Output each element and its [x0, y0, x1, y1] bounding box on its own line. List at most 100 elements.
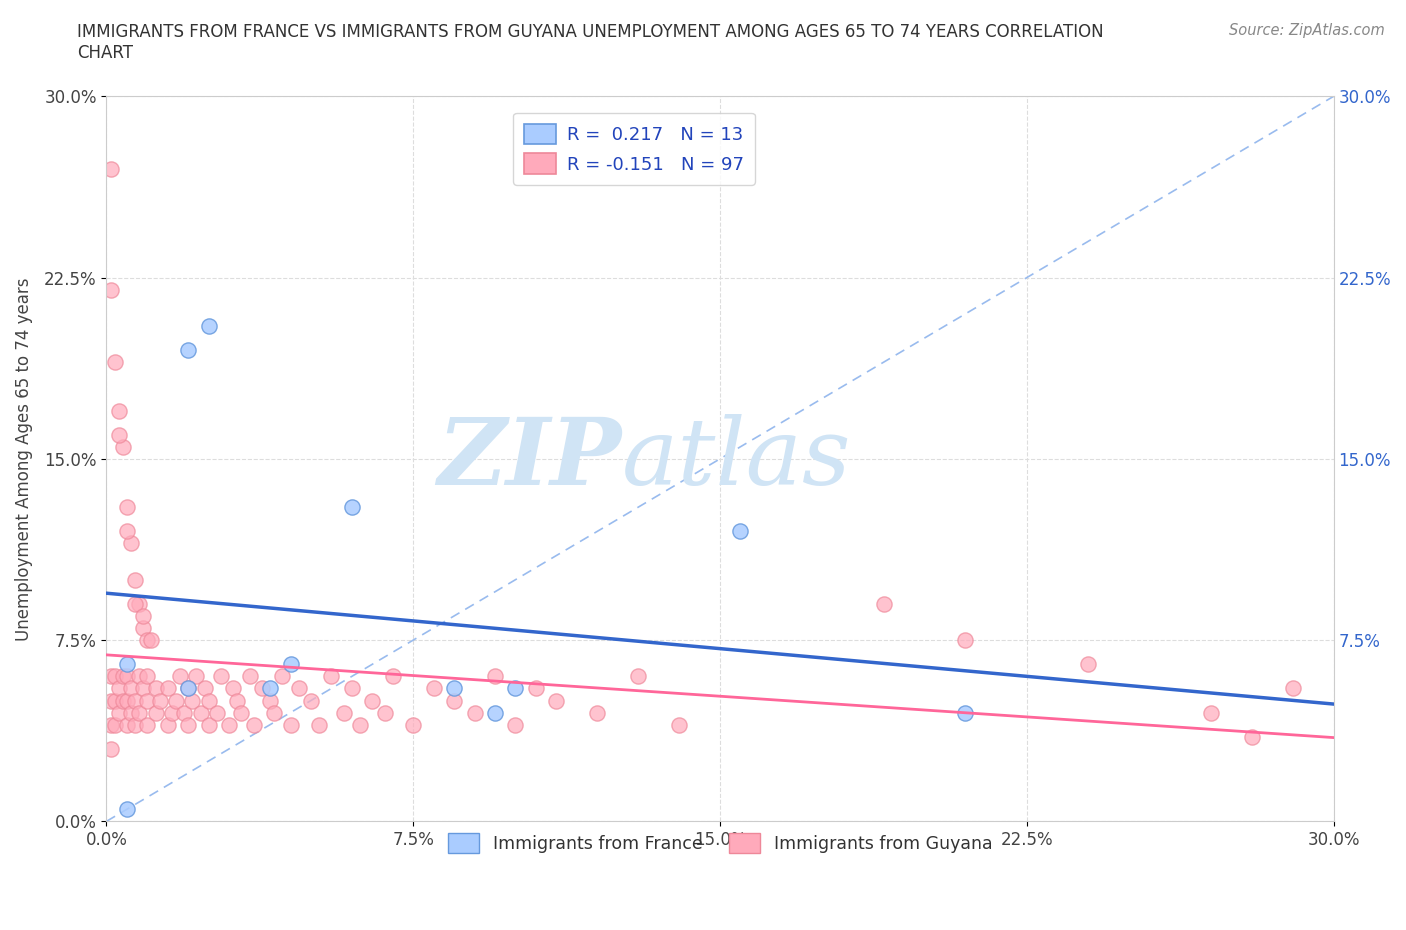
- Point: [197, 693, 219, 708]
- Point: [250, 681, 273, 696]
- Point: [505, 717, 527, 732]
- Point: [197, 717, 219, 732]
- Point: [111, 693, 134, 708]
- Point: [194, 681, 217, 696]
- Point: [484, 669, 506, 684]
- Point: [340, 681, 363, 696]
- Point: [156, 717, 179, 732]
- Point: [422, 681, 444, 696]
- Point: [132, 620, 155, 635]
- Point: [381, 669, 404, 684]
- Point: [120, 536, 142, 551]
- Point: [464, 705, 486, 720]
- Point: [104, 693, 127, 708]
- Point: [197, 318, 219, 333]
- Point: [107, 681, 129, 696]
- Point: [104, 354, 127, 369]
- Point: [107, 705, 129, 720]
- Point: [259, 681, 281, 696]
- Point: [287, 681, 309, 696]
- Point: [136, 632, 159, 647]
- Point: [115, 693, 138, 708]
- Point: [124, 572, 146, 587]
- Point: [280, 717, 302, 732]
- Point: [100, 669, 122, 684]
- Point: [115, 657, 138, 671]
- Point: [259, 693, 281, 708]
- Point: [308, 717, 330, 732]
- Point: [160, 705, 183, 720]
- Point: [132, 681, 155, 696]
- Point: [169, 669, 191, 684]
- Point: [402, 717, 425, 732]
- Point: [1240, 729, 1263, 744]
- Point: [104, 717, 127, 732]
- Point: [231, 705, 253, 720]
- Point: [1077, 657, 1099, 671]
- Point: [124, 596, 146, 611]
- Point: [149, 693, 172, 708]
- Point: [186, 669, 208, 684]
- Point: [107, 403, 129, 418]
- Point: [222, 681, 245, 696]
- Point: [100, 717, 122, 732]
- Point: [280, 657, 302, 671]
- Point: [205, 705, 228, 720]
- Point: [132, 608, 155, 623]
- Point: [111, 669, 134, 684]
- Point: [115, 802, 138, 817]
- Point: [181, 693, 204, 708]
- Point: [299, 693, 322, 708]
- Legend: Immigrants from France, Immigrants from Guyana: Immigrants from France, Immigrants from …: [440, 826, 1000, 859]
- Point: [627, 669, 650, 684]
- Point: [361, 693, 384, 708]
- Point: [443, 693, 465, 708]
- Point: [124, 693, 146, 708]
- Point: [115, 524, 138, 538]
- Point: [177, 717, 200, 732]
- Point: [145, 681, 167, 696]
- Point: [128, 705, 150, 720]
- Point: [524, 681, 547, 696]
- Point: [111, 439, 134, 454]
- Point: [872, 596, 894, 611]
- Text: IMMIGRANTS FROM FRANCE VS IMMIGRANTS FROM GUYANA UNEMPLOYMENT AMONG AGES 65 TO 7: IMMIGRANTS FROM FRANCE VS IMMIGRANTS FRO…: [77, 23, 1104, 62]
- Point: [145, 705, 167, 720]
- Point: [177, 681, 200, 696]
- Point: [321, 669, 343, 684]
- Point: [586, 705, 609, 720]
- Point: [209, 669, 232, 684]
- Point: [263, 705, 285, 720]
- Point: [340, 499, 363, 514]
- Point: [120, 705, 142, 720]
- Point: [443, 681, 465, 696]
- Point: [218, 717, 240, 732]
- Y-axis label: Unemployment Among Ages 65 to 74 years: Unemployment Among Ages 65 to 74 years: [15, 277, 32, 641]
- Point: [120, 681, 142, 696]
- Point: [128, 596, 150, 611]
- Point: [124, 717, 146, 732]
- Point: [484, 705, 506, 720]
- Point: [546, 693, 568, 708]
- Point: [115, 499, 138, 514]
- Text: Source: ZipAtlas.com: Source: ZipAtlas.com: [1229, 23, 1385, 38]
- Point: [136, 693, 159, 708]
- Point: [104, 669, 127, 684]
- Point: [730, 524, 752, 538]
- Point: [128, 669, 150, 684]
- Point: [668, 717, 690, 732]
- Point: [239, 669, 262, 684]
- Point: [505, 681, 527, 696]
- Point: [332, 705, 354, 720]
- Text: atlas: atlas: [621, 414, 851, 504]
- Point: [226, 693, 249, 708]
- Point: [1199, 705, 1222, 720]
- Point: [115, 669, 138, 684]
- Point: [242, 717, 264, 732]
- Point: [141, 632, 163, 647]
- Point: [100, 693, 122, 708]
- Point: [349, 717, 371, 732]
- Point: [374, 705, 396, 720]
- Point: [173, 705, 195, 720]
- Point: [100, 162, 122, 177]
